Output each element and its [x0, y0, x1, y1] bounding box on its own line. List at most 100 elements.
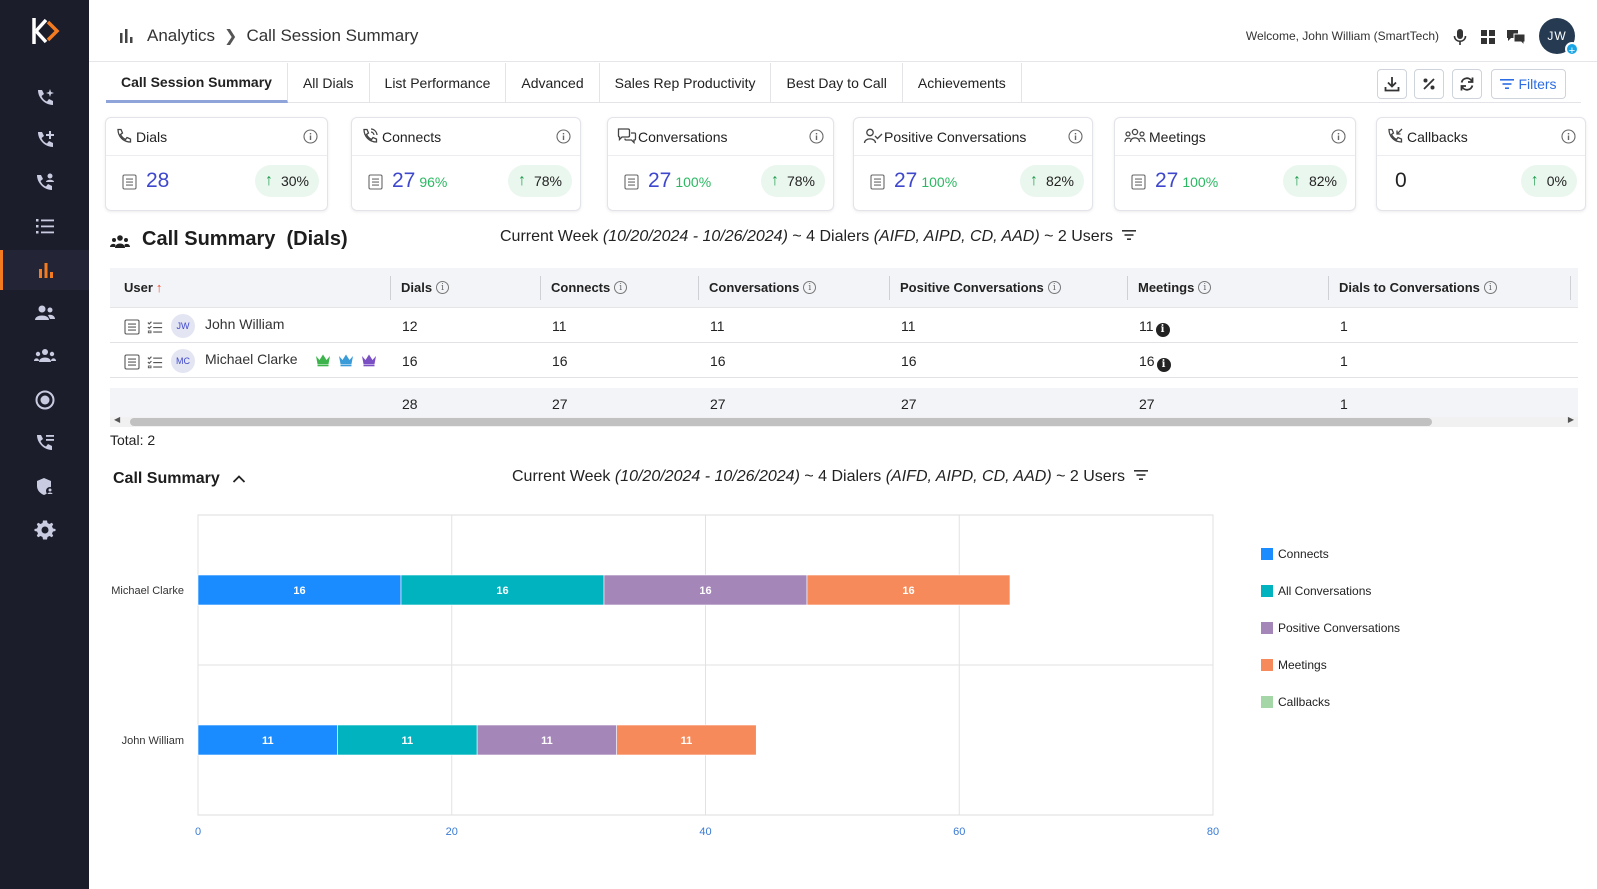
user-name[interactable]: John William [205, 316, 285, 332]
sidebar [0, 0, 89, 889]
column-conversations[interactable]: Conversations i [709, 280, 817, 295]
column-meetings[interactable]: Meetings i [1138, 280, 1212, 295]
sidebar-contacts[interactable] [0, 293, 89, 333]
stat-card-callbacks[interactable]: Callbacks 0 ↑ 0% [1376, 117, 1586, 211]
chart-legend: Connects All Conversations Positive Conv… [1261, 535, 1400, 720]
column-user[interactable]: User ↑ [124, 280, 163, 295]
info-icon[interactable] [1331, 129, 1346, 144]
scroll-right-icon[interactable]: ▶ [1567, 415, 1574, 424]
avatar-status-icon: + [1565, 42, 1579, 57]
tab-all-dials[interactable]: All Dials [288, 63, 370, 103]
microphone-icon[interactable] [1449, 26, 1471, 48]
info-icon[interactable]: i [1198, 281, 1212, 294]
column-divider[interactable] [1570, 276, 1571, 300]
column-divider[interactable] [390, 276, 391, 300]
tab-call-session-summary[interactable]: Call Session Summary [106, 63, 288, 103]
app-logo[interactable] [28, 14, 62, 48]
legend-item-callbacks[interactable]: Callbacks [1261, 683, 1400, 720]
sidebar-power-dialer[interactable] [0, 120, 89, 160]
tab-best-day-to-call[interactable]: Best Day to Call [771, 63, 903, 103]
breadcrumb-root[interactable]: Analytics [147, 26, 216, 45]
column-positive-conversations[interactable]: Positive Conversations i [900, 280, 1061, 295]
column-connects[interactable]: Connects i [551, 280, 628, 295]
info-icon[interactable] [556, 129, 571, 144]
column-divider[interactable] [1328, 276, 1329, 300]
info-icon[interactable]: i [803, 281, 817, 294]
info-icon[interactable]: i [614, 281, 628, 294]
legend-item-connects[interactable]: Connects [1261, 535, 1400, 572]
tab-achievements[interactable]: Achievements [903, 63, 1022, 103]
stat-card-connects[interactable]: Connects 27 96% ↑ 78% [351, 117, 581, 211]
tab-list-performance[interactable]: List Performance [370, 63, 507, 103]
column-divider[interactable] [698, 276, 699, 300]
info-icon[interactable] [1561, 129, 1576, 144]
bar-segment [337, 724, 478, 756]
info-icon[interactable] [303, 129, 318, 144]
stat-card-conversations[interactable]: Conversations 27 100% ↑ 78% [607, 117, 834, 211]
trend-badge: ↑ 30% [254, 165, 319, 197]
chevron-up-icon[interactable] [232, 474, 246, 484]
stat-card-meetings[interactable]: Meetings 27 100% ↑ 82% [1114, 117, 1356, 211]
chat-bubbles-icon [617, 128, 637, 145]
stat-card-dials[interactable]: Dials 28 ↑ 30% [105, 117, 328, 211]
chart-section-title[interactable]: Call Summary [113, 470, 246, 488]
info-icon[interactable]: i [436, 281, 450, 294]
sidebar-settings[interactable] [0, 510, 89, 550]
bar-segment [603, 574, 808, 606]
column-dials-to-conversations[interactable]: Dials to Conversations i [1339, 280, 1497, 295]
sidebar-dialer-ai[interactable] [0, 78, 89, 118]
sidebar-call-logs[interactable] [0, 423, 89, 463]
horizontal-scrollbar[interactable]: ◀ ▶ [110, 415, 1578, 427]
apps-grid-icon[interactable] [1477, 26, 1499, 48]
filter-lines-icon[interactable] [1134, 469, 1149, 481]
scroll-thumb[interactable] [130, 418, 1432, 426]
cell-meetings: 11 i [1139, 318, 1170, 337]
document-icon[interactable] [1131, 174, 1146, 190]
download-button[interactable] [1377, 69, 1407, 99]
filters-button[interactable]: Filters [1491, 69, 1566, 99]
document-icon[interactable] [124, 319, 140, 335]
chat-icon[interactable] [1505, 26, 1527, 48]
legend-item-positive-conversations[interactable]: Positive Conversations [1261, 609, 1400, 646]
download-icon [1384, 77, 1400, 92]
table-row[interactable]: MC Michael Clarke 16 16 16 16 16 i 1 [110, 343, 1578, 378]
sidebar-security[interactable] [0, 467, 89, 507]
sidebar-teams[interactable] [0, 336, 89, 376]
legend-item-meetings[interactable]: Meetings [1261, 646, 1400, 683]
legend-item-all-conversations[interactable]: All Conversations [1261, 572, 1400, 609]
user-name[interactable]: Michael Clarke [205, 351, 298, 367]
refresh-button[interactable] [1452, 69, 1482, 99]
column-divider[interactable] [889, 276, 890, 300]
table-row[interactable]: JW John William 12 11 11 11 11 i 1 [110, 308, 1578, 343]
sidebar-lists[interactable] [0, 206, 89, 246]
column-divider[interactable] [540, 276, 541, 300]
info-filled-icon[interactable]: i [1156, 357, 1171, 372]
percent-toggle-button[interactable] [1414, 69, 1444, 99]
tab-advanced[interactable]: Advanced [506, 63, 600, 103]
document-icon[interactable] [122, 174, 137, 190]
document-icon[interactable] [624, 174, 639, 190]
sidebar-analytics[interactable] [0, 250, 89, 290]
document-icon[interactable] [870, 174, 885, 190]
filter-lines-icon[interactable] [1122, 229, 1137, 241]
info-icon[interactable] [809, 129, 824, 144]
column-dials[interactable]: Dials i [401, 280, 450, 295]
document-icon[interactable] [124, 354, 140, 370]
sort-arrow-up-icon[interactable]: ↑ [155, 280, 163, 295]
info-icon[interactable] [1068, 129, 1083, 144]
info-filled-icon[interactable]: i [1155, 322, 1170, 337]
sidebar-team-dialer[interactable] [0, 162, 89, 202]
document-icon[interactable] [368, 174, 383, 190]
info-icon[interactable]: i [1047, 281, 1061, 294]
tab-sales-rep-productivity[interactable]: Sales Rep Productivity [600, 63, 772, 103]
checklist-icon[interactable] [147, 354, 163, 370]
checklist-icon[interactable] [147, 319, 163, 335]
x-tick-label: 80 [1207, 826, 1219, 838]
column-divider[interactable] [1127, 276, 1128, 300]
meeting-group-icon [1124, 128, 1146, 143]
scroll-left-icon[interactable]: ◀ [114, 415, 121, 424]
crown-green-icon [316, 354, 330, 367]
info-icon[interactable]: i [1483, 281, 1497, 294]
sidebar-target[interactable] [0, 380, 89, 420]
stat-card-positive-conversations[interactable]: Positive Conversations 27 100% ↑ 82% [853, 117, 1093, 211]
